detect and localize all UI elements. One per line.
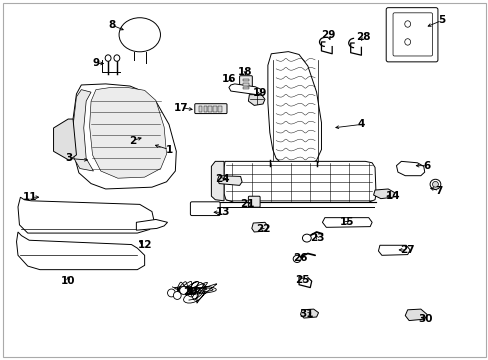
FancyBboxPatch shape [194, 104, 226, 113]
FancyBboxPatch shape [190, 202, 220, 216]
Text: 13: 13 [215, 207, 229, 217]
Polygon shape [136, 220, 167, 230]
Text: 11: 11 [23, 192, 38, 202]
Ellipse shape [114, 55, 120, 61]
Bar [208, 106, 211, 112]
Ellipse shape [167, 289, 175, 297]
Polygon shape [89, 87, 166, 178]
Ellipse shape [293, 255, 301, 262]
Bar [218, 106, 221, 112]
Text: 1: 1 [165, 144, 172, 154]
Polygon shape [228, 84, 261, 95]
Polygon shape [217, 176, 242, 185]
Ellipse shape [302, 234, 310, 242]
Polygon shape [224, 161, 375, 202]
Polygon shape [73, 90, 93, 171]
Ellipse shape [432, 181, 437, 187]
Text: 20: 20 [183, 287, 197, 297]
Text: 24: 24 [215, 174, 229, 184]
Bar [242, 87, 249, 89]
Polygon shape [54, 119, 76, 160]
Text: 7: 7 [435, 186, 442, 196]
Polygon shape [248, 95, 264, 105]
Ellipse shape [429, 179, 440, 189]
Text: 2: 2 [128, 136, 136, 145]
Bar [213, 106, 216, 112]
Ellipse shape [180, 287, 187, 294]
Ellipse shape [173, 292, 181, 300]
Text: 6: 6 [423, 161, 430, 171]
Bar [242, 83, 249, 86]
Polygon shape [251, 222, 267, 232]
Text: 14: 14 [385, 191, 400, 201]
Polygon shape [211, 161, 224, 201]
Text: 16: 16 [221, 74, 236, 84]
FancyBboxPatch shape [386, 8, 437, 62]
Text: 26: 26 [293, 253, 307, 263]
Text: 29: 29 [321, 30, 335, 40]
Text: 9: 9 [92, 58, 99, 68]
Polygon shape [17, 232, 144, 270]
Text: 30: 30 [418, 314, 432, 324]
Text: 10: 10 [61, 276, 75, 286]
Text: 18: 18 [238, 67, 252, 77]
Polygon shape [396, 161, 424, 176]
FancyBboxPatch shape [239, 76, 252, 91]
Polygon shape [405, 309, 427, 320]
Bar [203, 106, 206, 112]
Ellipse shape [404, 21, 410, 27]
Text: 12: 12 [137, 239, 152, 249]
Ellipse shape [404, 39, 410, 45]
Bar [198, 106, 202, 112]
Text: 25: 25 [294, 275, 308, 285]
Text: 22: 22 [255, 225, 270, 234]
Text: 8: 8 [108, 20, 115, 30]
FancyBboxPatch shape [248, 196, 260, 207]
Polygon shape [18, 197, 154, 233]
Text: 3: 3 [65, 153, 73, 163]
Text: 17: 17 [174, 103, 188, 113]
Polygon shape [300, 309, 318, 318]
Ellipse shape [119, 18, 160, 52]
Text: 27: 27 [400, 245, 414, 255]
Text: 19: 19 [252, 88, 267, 98]
Polygon shape [267, 51, 321, 167]
Polygon shape [378, 245, 409, 255]
Text: 4: 4 [357, 120, 365, 129]
Text: 28: 28 [356, 32, 370, 42]
Text: 15: 15 [339, 217, 353, 227]
Polygon shape [373, 189, 394, 199]
Ellipse shape [105, 55, 111, 61]
Text: 5: 5 [437, 15, 445, 26]
Polygon shape [73, 84, 176, 189]
Text: 21: 21 [239, 199, 254, 210]
Polygon shape [322, 218, 371, 227]
Text: 23: 23 [310, 233, 324, 243]
Text: 31: 31 [299, 310, 313, 319]
Bar [242, 79, 249, 81]
